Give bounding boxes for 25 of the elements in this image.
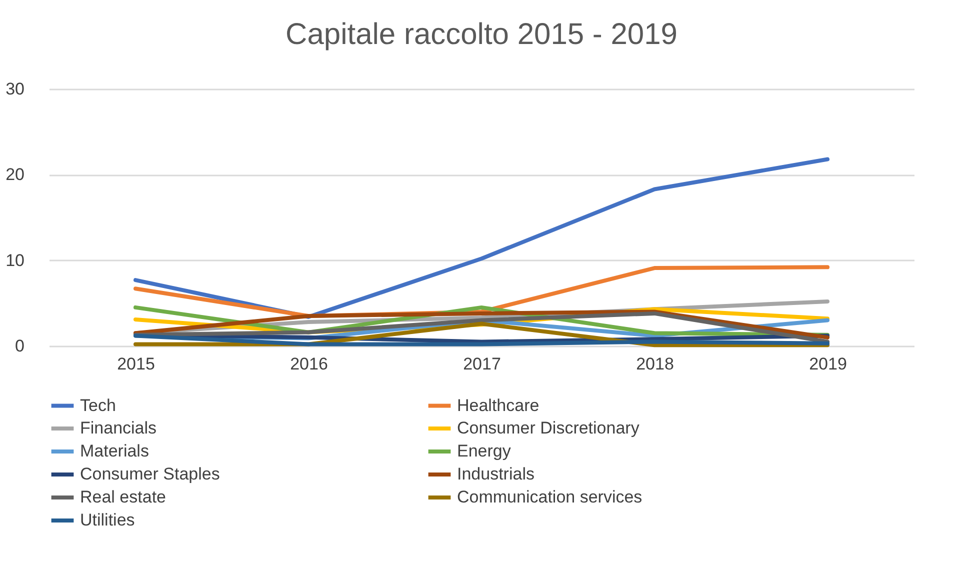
y-tick-label: 20 [6,165,24,184]
legend-label: Healthcare [457,396,540,415]
legend-label: Consumer Discretionary [457,418,640,438]
line-series [134,334,830,346]
line-series [134,310,830,340]
legend-label: Utilities [80,510,135,530]
x-tick-label: 2016 [290,354,328,374]
y-tick-label: 10 [6,250,24,270]
legend-label: Communication services [457,488,642,506]
x-tick-label: 2017 [463,354,501,374]
line-series [134,311,830,344]
y-tick-label: 30 [6,80,24,98]
legend-label: Real estate [80,488,166,506]
legend-label: Industrials [457,464,534,484]
legend-label: Consumer Staples [80,464,220,484]
x-tick-label: 2018 [636,354,674,374]
y-tick-label: 0 [15,336,24,356]
legend-label: Materials [80,442,149,460]
legend-label: Financials [80,418,157,438]
x-tick-label: 2019 [809,354,847,374]
line-series [134,157,830,319]
legend-label: Tech [80,396,116,415]
legend-label: Energy [457,442,512,460]
x-tick-label: 2015 [117,354,155,374]
chart-title: Capitale raccolto 2015 - 2019 [286,18,678,51]
